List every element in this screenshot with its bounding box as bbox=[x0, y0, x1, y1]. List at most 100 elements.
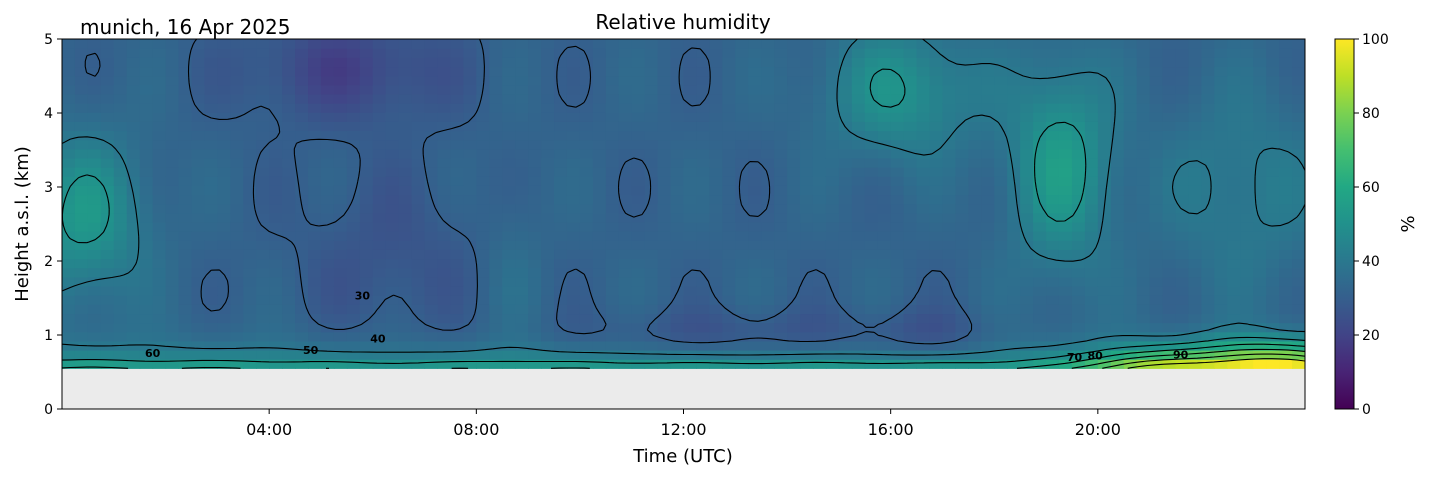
heatmap-cell bbox=[282, 103, 296, 113]
heatmap-cell bbox=[269, 212, 283, 223]
heatmap-cell bbox=[489, 121, 503, 132]
heatmap-cell bbox=[838, 103, 853, 113]
heatmap-cell bbox=[877, 340, 892, 351]
heatmap-cell bbox=[566, 313, 581, 324]
heatmap-cell bbox=[929, 212, 944, 223]
heatmap-cell bbox=[592, 48, 607, 58]
heatmap-cell bbox=[761, 84, 775, 95]
heatmap-cell bbox=[333, 39, 348, 49]
heatmap-cell bbox=[1046, 231, 1060, 241]
heatmap-cell bbox=[243, 39, 257, 49]
heatmap-cell bbox=[476, 249, 490, 260]
heatmap-cell bbox=[282, 231, 296, 241]
heatmap-cell bbox=[592, 39, 607, 49]
heatmap-cell bbox=[230, 39, 244, 49]
heatmap-cell bbox=[825, 194, 840, 205]
heatmap-cell bbox=[981, 176, 995, 186]
heatmap-cell bbox=[372, 185, 387, 196]
heatmap-cell bbox=[152, 130, 167, 141]
heatmap-cell bbox=[1266, 258, 1280, 269]
heatmap-cell bbox=[217, 331, 231, 342]
heatmap-cell bbox=[1007, 148, 1021, 159]
heatmap-cell bbox=[631, 258, 646, 269]
heatmap-cell bbox=[1188, 267, 1203, 278]
heatmap-cell bbox=[1175, 285, 1190, 296]
heatmap-cell bbox=[1201, 331, 1215, 342]
heatmap-cell bbox=[1149, 66, 1164, 77]
heatmap-cell bbox=[631, 139, 646, 150]
heatmap-cell bbox=[1240, 240, 1254, 250]
heatmap-cell bbox=[178, 185, 193, 196]
heatmap-cell bbox=[308, 304, 322, 315]
heatmap-cell bbox=[256, 57, 270, 68]
heatmap-cell bbox=[476, 331, 490, 342]
heatmap-cell bbox=[631, 84, 646, 95]
heatmap-cell bbox=[230, 359, 244, 369]
heatmap-cell bbox=[722, 157, 736, 168]
heatmap-cell bbox=[929, 167, 944, 177]
heatmap-cell bbox=[1162, 75, 1177, 86]
heatmap-cell bbox=[191, 249, 206, 260]
heatmap-cell bbox=[554, 212, 568, 223]
heatmap-cell bbox=[631, 121, 646, 132]
heatmap-cell bbox=[476, 75, 490, 86]
heatmap-cell bbox=[541, 48, 555, 58]
heatmap-cell bbox=[463, 194, 477, 205]
heatmap-cell bbox=[398, 231, 413, 241]
heatmap-cell bbox=[62, 176, 76, 186]
heatmap-cell bbox=[916, 185, 931, 196]
heatmap-cell bbox=[178, 212, 193, 223]
heatmap-cell bbox=[113, 75, 128, 86]
heatmap-cell bbox=[204, 313, 218, 324]
heatmap-cell bbox=[256, 340, 270, 351]
heatmap-cell bbox=[230, 75, 244, 86]
heatmap-cell bbox=[825, 121, 840, 132]
heatmap-cell bbox=[696, 130, 710, 141]
heatmap-cell bbox=[87, 267, 102, 278]
heatmap-cell bbox=[605, 66, 620, 77]
heatmap-cell bbox=[1097, 148, 1112, 159]
heatmap-cell bbox=[787, 267, 801, 278]
heatmap-cell bbox=[890, 121, 905, 132]
heatmap-cell bbox=[1188, 231, 1203, 241]
heatmap-cell bbox=[515, 267, 529, 278]
heatmap-cell bbox=[1162, 295, 1177, 305]
heatmap-cell bbox=[230, 231, 244, 241]
heatmap-cell bbox=[489, 112, 503, 122]
heatmap-cell bbox=[670, 258, 685, 269]
heatmap-cell bbox=[903, 157, 918, 168]
heatmap-cell bbox=[1214, 304, 1228, 315]
heatmap-cell bbox=[165, 304, 180, 315]
heatmap-cell bbox=[838, 130, 853, 141]
heatmap-cell bbox=[1279, 267, 1293, 278]
heatmap-cell bbox=[489, 313, 503, 324]
heatmap-cell bbox=[1136, 203, 1151, 214]
heatmap-cell bbox=[1175, 267, 1190, 278]
heatmap-cell bbox=[74, 295, 89, 305]
heatmap-cell bbox=[735, 304, 749, 315]
heatmap-cell bbox=[308, 203, 322, 214]
heatmap-cell bbox=[579, 167, 594, 177]
heatmap-cell bbox=[463, 75, 477, 86]
heatmap-cell bbox=[308, 157, 322, 168]
heatmap-cell bbox=[1214, 130, 1228, 141]
heatmap-cell bbox=[683, 322, 698, 333]
heatmap-cell bbox=[1188, 203, 1203, 214]
heatmap-cell bbox=[1110, 130, 1125, 141]
heatmap-cell bbox=[411, 331, 426, 342]
heatmap-cell bbox=[657, 221, 672, 232]
heatmap-cell bbox=[1020, 93, 1034, 104]
heatmap-cell bbox=[1123, 75, 1138, 86]
heatmap-cell bbox=[774, 231, 788, 241]
heatmap-cell bbox=[683, 285, 698, 296]
heatmap-cell bbox=[372, 48, 387, 58]
heatmap-cell bbox=[968, 359, 982, 369]
heatmap-cell bbox=[916, 167, 931, 177]
heatmap-cell bbox=[877, 84, 892, 95]
heatmap-cell bbox=[1084, 331, 1099, 342]
heatmap-cell bbox=[1214, 295, 1228, 305]
heatmap-cell bbox=[1279, 48, 1293, 58]
heatmap-cell bbox=[605, 258, 620, 269]
heatmap-cell bbox=[1188, 185, 1203, 196]
heatmap-cell bbox=[683, 304, 698, 315]
